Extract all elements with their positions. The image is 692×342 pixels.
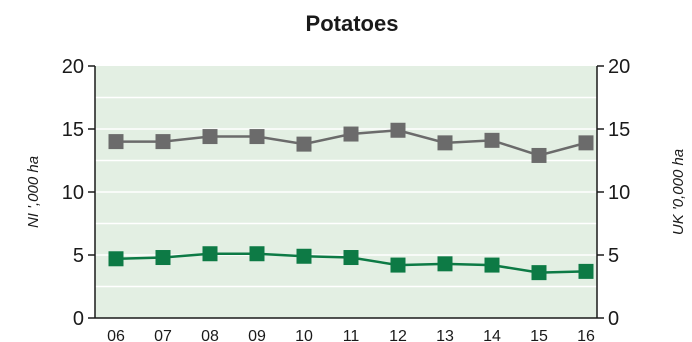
data-point xyxy=(578,135,594,151)
data-point xyxy=(484,132,500,148)
series-2 xyxy=(108,246,594,281)
series-1 xyxy=(108,122,594,163)
right-tick-label: 15 xyxy=(608,119,630,141)
right-axis-ticks: 0 5 10 15 20 xyxy=(597,56,630,330)
left-tick-label: 15 xyxy=(62,119,84,141)
x-tick-label: 09 xyxy=(248,328,266,342)
data-point xyxy=(531,265,547,281)
x-tick-label: 07 xyxy=(154,328,172,342)
left-axis-label: NI ',000 ha xyxy=(25,156,42,228)
right-tick-label: 20 xyxy=(608,56,630,78)
data-point xyxy=(202,246,218,262)
data-point xyxy=(484,257,500,273)
data-point xyxy=(343,126,359,142)
data-point xyxy=(390,257,406,273)
x-tick-label: 16 xyxy=(577,328,595,342)
x-tick-label: 14 xyxy=(483,328,501,342)
x-tick-label: 06 xyxy=(107,328,125,342)
right-axis-label: UK '0,000 ha xyxy=(670,149,687,235)
data-point xyxy=(531,147,547,163)
x-tick-label: 13 xyxy=(436,328,454,342)
x-tick-label: 11 xyxy=(343,328,360,342)
x-tick-label: 10 xyxy=(295,328,313,342)
right-tick-label: 5 xyxy=(608,245,619,267)
left-tick-label: 5 xyxy=(73,245,84,267)
chart-title: Potatoes xyxy=(306,11,399,36)
left-tick-label: 10 xyxy=(62,182,84,204)
left-tick-label: 0 xyxy=(73,308,84,330)
data-point xyxy=(249,246,265,262)
data-point xyxy=(578,263,594,279)
data-point xyxy=(155,134,171,150)
data-point xyxy=(296,248,312,264)
x-tick-label: 12 xyxy=(389,328,407,342)
data-point xyxy=(249,129,265,145)
x-axis-ticks: 06 07 08 09 10 11 12 13 14 15 16 xyxy=(107,328,595,342)
x-tick-label: 15 xyxy=(530,328,548,342)
data-point xyxy=(437,256,453,272)
data-point xyxy=(108,251,124,267)
right-tick-label: 10 xyxy=(608,182,630,204)
left-axis-ticks: 0 5 10 15 20 xyxy=(62,56,95,330)
left-tick-label: 20 xyxy=(62,56,84,78)
data-point xyxy=(202,129,218,145)
data-point xyxy=(296,136,312,152)
data-point xyxy=(155,250,171,266)
data-point xyxy=(108,134,124,150)
right-tick-label: 0 xyxy=(608,308,619,330)
data-point xyxy=(343,250,359,266)
series-layer xyxy=(108,122,594,281)
x-tick-label: 08 xyxy=(201,328,219,342)
data-point xyxy=(437,135,453,151)
data-point xyxy=(390,122,406,138)
